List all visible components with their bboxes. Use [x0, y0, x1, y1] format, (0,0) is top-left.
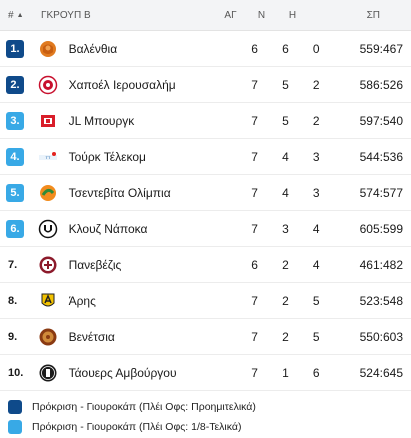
games-played: 7	[251, 293, 258, 308]
games-played: 7	[251, 329, 258, 344]
venezia-logo-icon	[35, 327, 61, 347]
games-played: 7	[251, 77, 258, 92]
hapoel-logo-icon	[35, 75, 61, 95]
svg-text:TT: TT	[45, 155, 50, 160]
losses: 0	[312, 41, 320, 56]
losses: 3	[312, 185, 320, 200]
points-diff: 550:603	[359, 329, 404, 344]
points-diff: 559:467	[359, 41, 404, 56]
position-badge: 6.	[6, 219, 24, 238]
legend-label: Πρόκριση - Γιουροκάπ (Πλέι Οφς: 1/8-Τελι…	[32, 421, 242, 433]
table-header: # ▲ ΓΚΡΟΥΠ Β ΑΓ Ν Η ΣΠ	[0, 0, 411, 31]
table-row[interactable]: 1. Βαλένθια 6 6 0 559:467	[0, 31, 411, 67]
games-played: 7	[251, 221, 258, 236]
table-row[interactable]: 4. TT Τούρκ Τέλεκομ 7 4 3 544:536	[0, 139, 411, 175]
position-badge: 3.	[6, 111, 24, 130]
games-played: 7	[251, 365, 258, 380]
team-name[interactable]: Τάουερς Αμβούργου	[68, 365, 177, 380]
towers-logo-icon	[35, 363, 61, 383]
wins: 2	[282, 293, 289, 308]
header-losses[interactable]: Η	[288, 9, 297, 21]
position-badge: 7.	[8, 258, 18, 271]
cedevita-logo-icon	[35, 183, 61, 203]
turk-telekom-logo-icon: TT	[35, 147, 61, 167]
cluj-logo-icon	[35, 219, 61, 239]
position-badge: 9.	[8, 330, 18, 343]
legend-label: Πρόκριση - Γιουροκάπ (Πλέι Οφς: Προημιτε…	[32, 401, 256, 413]
team-name[interactable]: Άρης	[68, 293, 96, 308]
points-diff: 605:599	[359, 221, 404, 236]
losses: 5	[312, 329, 320, 344]
wins: 6	[282, 41, 289, 56]
table-row[interactable]: 5. Τσεντεβίτα Ολίμπια 7 4 3 574:577	[0, 175, 411, 211]
header-points[interactable]: ΣΠ	[366, 9, 380, 21]
legend-item: Πρόκριση - Γιουροκάπ (Πλέι Οφς: Προημιτε…	[0, 397, 411, 417]
legend-item: Πρόκριση - Γιουροκάπ (Πλέι Οφς: 1/8-Τελι…	[0, 417, 411, 437]
wins: 2	[282, 329, 289, 344]
points-diff: 586:526	[359, 77, 404, 92]
table-row[interactable]: 3. JL Μπουργκ 7 5 2 597:540	[0, 103, 411, 139]
table-row[interactable]: 7. Πανεβέζις 6 2 4 461:482	[0, 247, 411, 283]
losses: 2	[312, 113, 320, 128]
header-played[interactable]: ΑΓ	[224, 9, 237, 21]
games-played: 7	[251, 185, 258, 200]
valencia-logo-icon	[35, 39, 61, 59]
legend: Πρόκριση - Γιουροκάπ (Πλέι Οφς: Προημιτε…	[0, 391, 411, 437]
losses: 6	[312, 365, 320, 380]
position-badge: 5.	[6, 183, 24, 202]
panevezys-logo-icon	[35, 255, 61, 275]
table-row[interactable]: 6. Κλουζ Νάποκα 7 3 4 605:599	[0, 211, 411, 247]
header-pos[interactable]: # ▲	[0, 10, 35, 21]
table-row[interactable]: 9. Βενέτσια 7 2 5 550:603	[0, 319, 411, 355]
points-diff: 524:645	[359, 365, 404, 380]
games-played: 6	[251, 257, 258, 272]
team-name[interactable]: JL Μπουργκ	[68, 113, 135, 128]
points-diff: 574:577	[359, 185, 404, 200]
legend-swatch	[8, 400, 22, 414]
header-team: ΓΚΡΟΥΠ Β	[41, 9, 91, 21]
losses: 4	[312, 257, 320, 272]
wins: 4	[282, 149, 289, 164]
team-name[interactable]: Κλουζ Νάποκα	[68, 221, 148, 236]
table-body: 1. Βαλένθια 6 6 0 559:467 2. Χαποέλ Ιερουσαλήμ 7…	[0, 31, 411, 391]
position-badge: 10.	[8, 366, 24, 379]
header-pos-label: #	[8, 9, 14, 21]
team-name[interactable]: Βαλένθια	[68, 41, 118, 56]
team-name[interactable]: Τούρκ Τέλεκομ	[68, 149, 146, 164]
wins: 2	[282, 257, 289, 272]
wins: 5	[282, 77, 289, 92]
position-badge: 8.	[8, 294, 18, 307]
table-row[interactable]: 10. Τάουερς Αμβούργου 7 1 6 524:645	[0, 355, 411, 391]
team-name[interactable]: Βενέτσια	[68, 329, 115, 344]
aris-logo-icon	[35, 291, 61, 311]
sort-arrow-up-icon[interactable]: ▲	[16, 11, 24, 19]
games-played: 7	[251, 113, 258, 128]
points-diff: 597:540	[359, 113, 404, 128]
points-diff: 523:548	[359, 293, 404, 308]
legend-swatch	[8, 420, 22, 434]
wins: 4	[282, 185, 289, 200]
table-row[interactable]: 2. Χαποέλ Ιερουσαλήμ 7 5 2 586:526	[0, 67, 411, 103]
losses: 4	[312, 221, 320, 236]
header-wins[interactable]: Ν	[257, 9, 266, 21]
losses: 3	[312, 149, 320, 164]
position-badge: 2.	[6, 75, 24, 94]
table-row[interactable]: 8. Άρης 7 2 5 523:548	[0, 283, 411, 319]
position-badge: 1.	[6, 39, 24, 58]
points-diff: 461:482	[359, 257, 404, 272]
losses: 2	[312, 77, 320, 92]
games-played: 6	[251, 41, 258, 56]
bourg-logo-icon	[35, 111, 61, 131]
losses: 5	[312, 293, 320, 308]
wins: 3	[282, 221, 289, 236]
wins: 5	[282, 113, 289, 128]
team-name[interactable]: Χαποέλ Ιερουσαλήμ	[68, 77, 176, 92]
position-badge: 4.	[6, 147, 24, 166]
team-name[interactable]: Τσεντεβίτα Ολίμπια	[68, 185, 171, 200]
wins: 1	[282, 365, 289, 380]
points-diff: 544:536	[359, 149, 404, 164]
games-played: 7	[251, 149, 258, 164]
team-name[interactable]: Πανεβέζις	[68, 257, 122, 272]
